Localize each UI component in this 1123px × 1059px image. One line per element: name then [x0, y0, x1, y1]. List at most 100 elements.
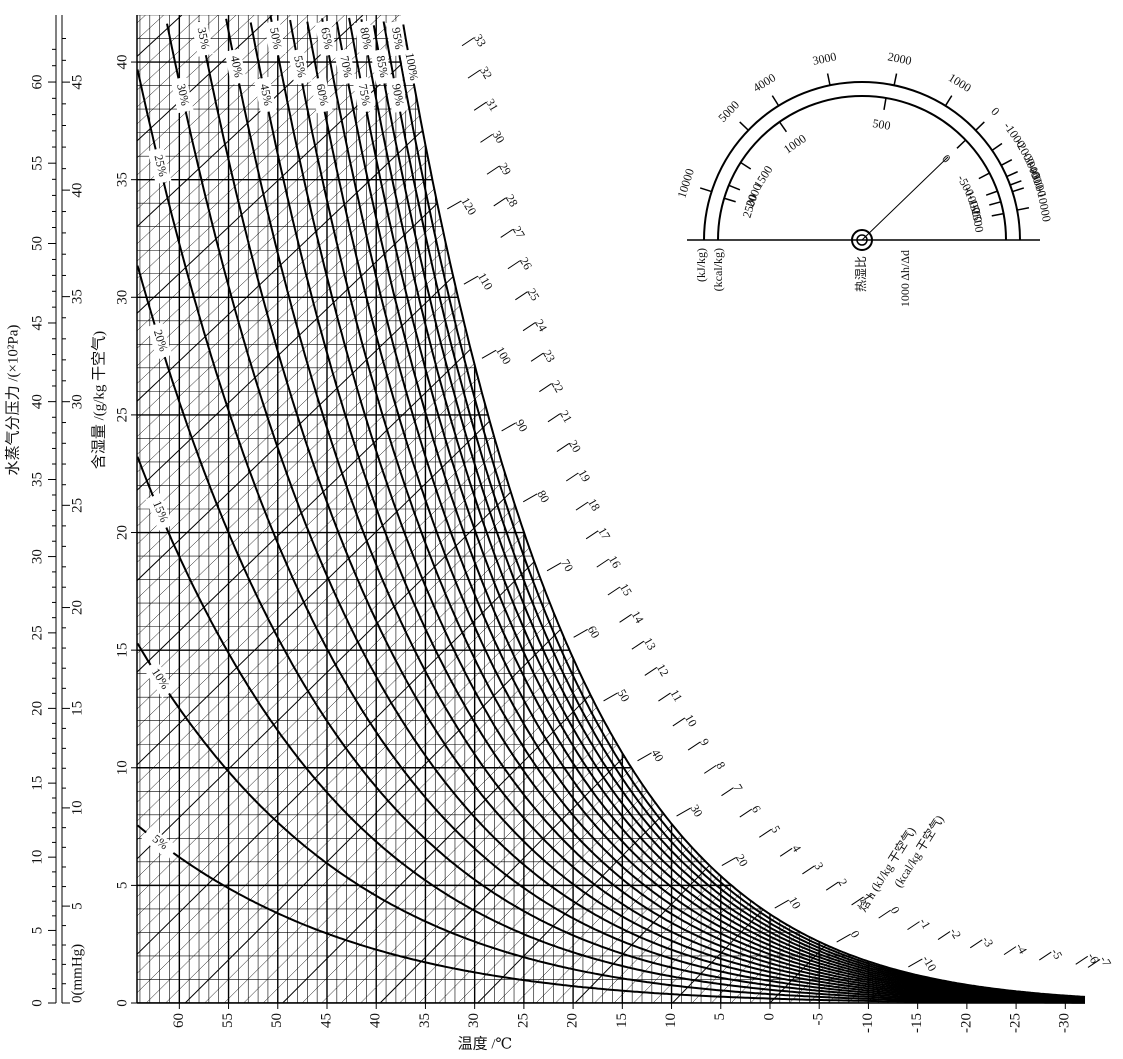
y-tick-label: 20: [114, 525, 130, 540]
x-tick-label: -15: [909, 1013, 925, 1033]
y2-tick-label: 55: [29, 156, 45, 171]
ratio-inner-tick: [883, 97, 887, 110]
h-kj-label: 110: [475, 270, 496, 292]
h-kj-tick: [546, 562, 562, 572]
enthalpy-line: [137, 15, 400, 1003]
rh-label: 70%: [337, 54, 355, 78]
mmhg-tick-label: 25: [69, 498, 85, 513]
protractor-inner: [717, 95, 1007, 241]
rh-curve: [136, 642, 1085, 1004]
rh-label-bg: [385, 20, 408, 57]
x-tick-label: -5: [811, 1013, 827, 1026]
rh-curve: [402, 24, 1086, 998]
h-kj-tick: [836, 933, 851, 943]
rh-label: 20%: [151, 328, 171, 353]
h-kcal-label: 26: [517, 255, 535, 272]
h-kcal-label: 5: [768, 823, 783, 835]
ratio-inner-tick: [985, 190, 998, 196]
h-kcal-label: 22: [548, 378, 566, 395]
h-kcal-tick: [619, 613, 632, 623]
rh-label: 85%: [374, 54, 392, 78]
h-kcal-label: 23: [540, 347, 558, 364]
enthalpy-line: [137, 15, 490, 1003]
h-kj-tick: [501, 422, 516, 432]
mmhg-tick-label: 15: [69, 701, 85, 716]
h-kcal-label: 18: [585, 496, 603, 513]
h-kcal-tick: [1038, 951, 1052, 961]
h-kj-label: 40: [649, 747, 667, 764]
y-axis-title: 含湿量 /(g/kg 干空气): [90, 331, 107, 469]
h-kcal-tick: [658, 692, 671, 702]
h-kcal-tick: [530, 352, 544, 362]
x-tick-label: 50: [269, 1013, 285, 1028]
enthalpy-line: [137, 15, 364, 1003]
h-kcal-tick: [739, 808, 753, 818]
ratio-inner-tick: [989, 201, 1002, 206]
rh-label-bg: [314, 20, 337, 57]
h-kj-tick: [463, 275, 479, 285]
y2-tick-label: 5: [29, 927, 45, 935]
h-kcal-label: 10: [682, 712, 700, 729]
x-tick-label: 10: [663, 1013, 679, 1028]
y-tick-label: 5: [114, 882, 130, 890]
rh-curve: [289, 19, 1085, 1001]
h-kcal-tick: [969, 939, 983, 949]
h-kcal-tick: [851, 896, 864, 906]
mmhg-tick-label: 45: [69, 75, 85, 90]
rh-label-bg: [310, 76, 333, 114]
h-kcal-label: -2: [947, 925, 964, 941]
h-kcal-tick: [493, 197, 507, 207]
h-kj-tick: [721, 857, 737, 867]
h-kcal-tick: [1087, 959, 1101, 968]
rh-curve: [136, 824, 1085, 1004]
ratio-outer-tick: [1006, 171, 1018, 178]
rh-curve: [136, 265, 1086, 1003]
rh-curve: [166, 23, 1086, 1003]
ratio-label: 热湿比: [853, 256, 868, 292]
y2-tick-label: 0: [29, 999, 45, 1007]
h-kcal-label: 0: [888, 904, 903, 916]
rh-label: 55%: [291, 54, 309, 78]
protractor-ray: [861, 156, 949, 241]
h-kj-label: -10: [919, 953, 939, 974]
h-kcal-label: 4: [789, 842, 804, 854]
y2-tick-label: 60: [29, 75, 45, 90]
h-kcal-label: 29: [496, 160, 514, 177]
h-kj-tick: [481, 349, 497, 359]
y-tick-label: 25: [114, 407, 130, 422]
ratio-inner-tick: [740, 161, 752, 170]
ratio-inner-tick: [991, 212, 1004, 217]
h-kcal-tick: [547, 413, 561, 423]
ratio-outer-tick: [771, 95, 780, 107]
mmhg-tick-label: 5: [69, 902, 85, 910]
h-kj-label: 60: [585, 623, 603, 640]
h-kcal-tick: [704, 764, 717, 774]
enthalpy-line: [1101, 15, 1123, 1003]
h-kcal-tick: [687, 741, 701, 751]
h-kcal-tick: [556, 443, 570, 452]
h-kcal-label: 33: [471, 32, 489, 49]
h-kj-label: 50: [615, 687, 633, 704]
y-tick-label: 40: [114, 55, 130, 70]
x-tick-label: 15: [614, 1013, 630, 1028]
rh-label-bg: [143, 660, 176, 698]
h-kcal-label: 13: [641, 635, 659, 652]
mmhg-tick-label: 35: [69, 289, 85, 304]
h-kcal-tick: [461, 37, 475, 47]
ratio-outer-unit: (kJ/kg): [694, 248, 708, 282]
rh-label-bg: [170, 76, 194, 114]
enthalpy-line: [137, 15, 545, 1003]
h-kcal-label: -3: [979, 934, 996, 950]
h-kcal-label: 28: [503, 192, 521, 209]
mmhg-tick-label: 0(mmHg): [69, 944, 85, 1003]
h-kcal-tick: [907, 921, 920, 931]
h-kcal-label: 25: [524, 286, 542, 303]
rh-label-bg: [141, 826, 179, 860]
h-kcal-label: 12: [654, 661, 672, 678]
y-tick-label: 10: [114, 760, 130, 775]
h-kcal-tick: [631, 640, 645, 650]
x-tick-label: 5: [712, 1013, 728, 1021]
enthalpy-line: [0, 15, 1, 1003]
ratio-inner-tick: [778, 121, 788, 133]
